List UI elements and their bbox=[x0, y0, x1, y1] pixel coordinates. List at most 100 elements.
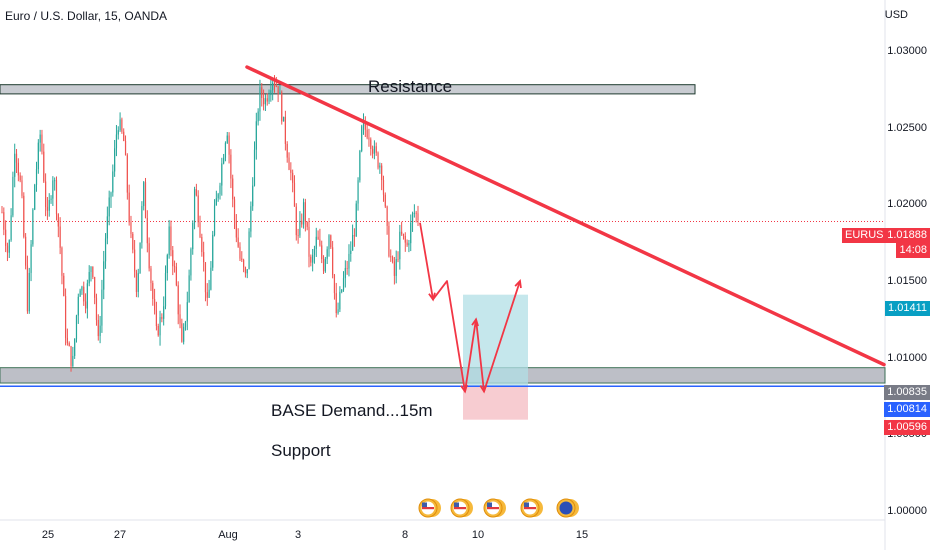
candle-body bbox=[239, 246, 241, 259]
candle-body bbox=[279, 92, 281, 95]
candle bbox=[368, 128, 370, 147]
candle bbox=[282, 116, 285, 122]
candle-body bbox=[148, 243, 150, 269]
candle-body bbox=[84, 301, 87, 309]
candle bbox=[219, 182, 221, 200]
candle bbox=[248, 228, 250, 270]
candle-body bbox=[206, 292, 208, 298]
candle bbox=[139, 242, 141, 274]
candle bbox=[221, 157, 223, 196]
candle-body bbox=[197, 195, 199, 223]
us-flag-stripe bbox=[487, 507, 499, 510]
candle-body bbox=[173, 266, 176, 268]
candle bbox=[390, 249, 392, 262]
candle bbox=[373, 140, 376, 160]
candle-body bbox=[390, 256, 392, 258]
candle-body bbox=[326, 249, 328, 259]
candle bbox=[112, 164, 114, 197]
candle bbox=[391, 255, 394, 264]
candle-body bbox=[188, 275, 190, 303]
candle-body bbox=[157, 325, 159, 336]
candle bbox=[277, 86, 279, 103]
candle-body bbox=[346, 268, 348, 269]
candle-body bbox=[248, 231, 250, 270]
candle bbox=[273, 75, 276, 93]
candle bbox=[121, 117, 123, 134]
candle-body bbox=[15, 153, 18, 163]
candle bbox=[64, 288, 67, 346]
candle bbox=[193, 186, 196, 230]
candle-body bbox=[408, 243, 410, 246]
candle bbox=[128, 184, 130, 226]
stop-zone-box bbox=[463, 386, 528, 420]
candle bbox=[357, 177, 359, 211]
candle-body bbox=[228, 135, 230, 155]
candle-body bbox=[170, 226, 172, 251]
candle bbox=[224, 141, 227, 162]
candle-body bbox=[21, 180, 23, 196]
base-demand-zone bbox=[0, 367, 886, 384]
candle bbox=[237, 228, 239, 248]
candle bbox=[223, 153, 225, 165]
candle bbox=[241, 251, 243, 263]
candle bbox=[293, 175, 296, 207]
candle bbox=[279, 85, 281, 95]
candle-body bbox=[352, 235, 354, 251]
candle bbox=[55, 176, 58, 221]
candle bbox=[15, 148, 18, 174]
candle-body bbox=[215, 198, 217, 206]
candle bbox=[208, 279, 210, 298]
candle-body bbox=[179, 314, 181, 324]
candle-body bbox=[335, 293, 337, 314]
candle-body bbox=[63, 275, 65, 297]
candle-body bbox=[391, 257, 394, 262]
candle bbox=[74, 338, 76, 359]
target-price-tag: 1.01411 bbox=[885, 301, 930, 316]
candle bbox=[250, 201, 252, 238]
candle-body bbox=[161, 317, 163, 319]
candle bbox=[284, 110, 286, 151]
candle-body bbox=[264, 98, 267, 105]
candle-body bbox=[163, 306, 165, 319]
x-tick-label: 25 bbox=[41, 529, 55, 541]
candle-body bbox=[246, 269, 248, 274]
candle-body bbox=[386, 206, 388, 226]
candle bbox=[310, 254, 312, 267]
candle bbox=[206, 283, 208, 306]
candle bbox=[104, 233, 107, 269]
candle bbox=[377, 151, 379, 170]
candle-body bbox=[8, 240, 10, 253]
y-tick-label: 1.03000 bbox=[887, 44, 927, 57]
candle-body bbox=[75, 315, 78, 339]
candle-body bbox=[103, 261, 105, 290]
candle-body bbox=[348, 253, 350, 269]
stop-price-tag: 1.00596 bbox=[884, 420, 930, 435]
candle bbox=[163, 296, 165, 326]
candle-body bbox=[382, 180, 385, 195]
candle bbox=[306, 221, 308, 231]
candle-body bbox=[94, 277, 96, 298]
candle bbox=[230, 149, 232, 189]
candle bbox=[130, 215, 132, 239]
candle bbox=[268, 89, 270, 105]
candle bbox=[397, 251, 399, 263]
candle-body bbox=[132, 233, 134, 250]
currency-label: USD bbox=[884, 9, 908, 21]
candle bbox=[262, 89, 265, 111]
candle-body bbox=[130, 222, 132, 234]
candle-body bbox=[286, 143, 288, 158]
candle bbox=[132, 231, 134, 254]
candle-body bbox=[397, 259, 399, 260]
candle bbox=[17, 158, 19, 182]
candle bbox=[362, 113, 365, 135]
candle-body bbox=[230, 154, 232, 179]
y-tick-label: 1.01000 bbox=[887, 351, 927, 364]
candle bbox=[386, 205, 388, 235]
event-icons-layer bbox=[418, 498, 579, 518]
candle bbox=[321, 240, 323, 264]
candle-body bbox=[153, 299, 156, 311]
candle bbox=[286, 141, 288, 163]
candle-body bbox=[388, 225, 390, 257]
candle-body bbox=[23, 195, 25, 237]
